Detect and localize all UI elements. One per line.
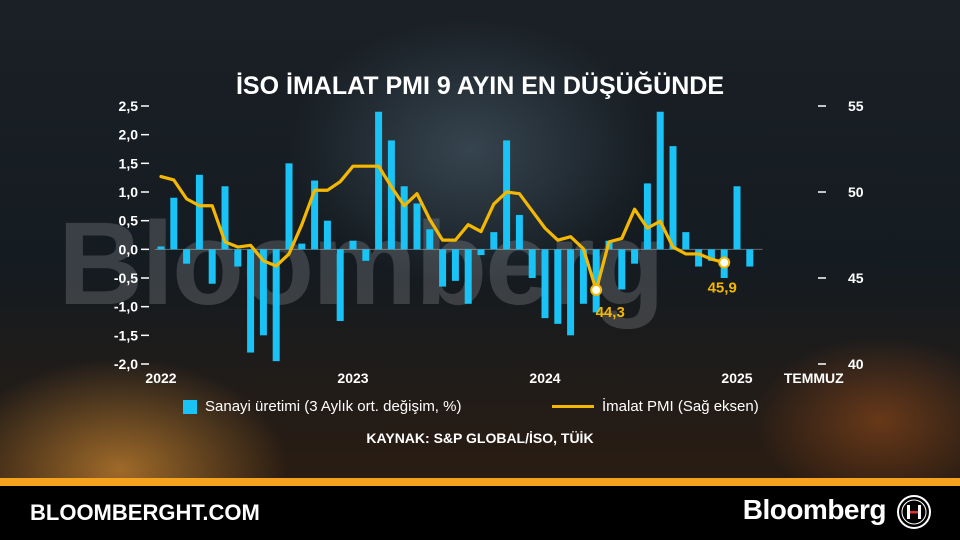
- bar-20: [413, 203, 421, 250]
- bar-7: [247, 249, 255, 353]
- bar-swatch-icon: [183, 399, 197, 414]
- bar-31: [554, 249, 562, 324]
- bar-3: [195, 174, 203, 250]
- bar-40: [669, 146, 677, 250]
- x-axis-tick-label: 2025: [721, 370, 752, 386]
- left-axis-tick-label: 2,5: [119, 98, 139, 114]
- x-axis-tick-label: 2023: [337, 370, 368, 386]
- bar-42: [695, 249, 703, 267]
- annotation-point-1: [718, 256, 731, 269]
- bar-33: [579, 249, 587, 304]
- bar-41: [682, 232, 690, 250]
- annotation-point-0: [590, 284, 603, 297]
- bar-0: [157, 246, 165, 250]
- bar-22: [439, 249, 447, 287]
- legend-label-line: İmalat PMI (Sağ eksen): [602, 398, 759, 415]
- pmi-line: [159, 164, 726, 292]
- bar-17: [375, 111, 383, 250]
- bar-19: [400, 186, 408, 250]
- left-axis-tick-label: -0,5: [114, 270, 138, 286]
- bar-1: [170, 197, 178, 250]
- annotation-label-1: 45,9: [708, 280, 737, 297]
- bar-14: [336, 249, 344, 321]
- x-axis-tick-label: 2024: [529, 370, 560, 386]
- bar-38: [643, 183, 651, 250]
- bar-8: [259, 249, 267, 336]
- bar-24: [464, 249, 472, 304]
- bar-18: [387, 140, 395, 250]
- line-swatch-icon: [552, 405, 594, 408]
- bloomberg-watermark: Bloomberg: [58, 198, 665, 330]
- bar-15: [349, 240, 357, 250]
- chart-svg: 2,5 2,0 1,5 1,0 0,5 0,0 -0,5 -1,0 -1,5 -2,0 55 50 45…: [114, 98, 864, 386]
- bar-6: [234, 249, 242, 267]
- bar-30: [541, 249, 549, 319]
- left-axis-tick-label: 0,5: [119, 213, 139, 229]
- bar-26: [490, 232, 498, 250]
- left-axis-tick-label: -2,0: [114, 356, 138, 372]
- bar-13: [323, 220, 331, 250]
- right-axis-tick-label: 40: [848, 356, 864, 372]
- background-photo: [0, 0, 960, 478]
- bar-43: [707, 249, 715, 261]
- bar-5: [221, 186, 229, 250]
- bar-37: [631, 249, 639, 264]
- left-axis-tick-label: 1,5: [119, 155, 139, 171]
- footer-site-link[interactable]: BLOOMBERGHT.COM: [30, 500, 260, 525]
- x-axis-tick-label: TEMMUZ: [784, 370, 844, 386]
- annotation-label-0: 44,3: [596, 304, 625, 321]
- orange-band: [0, 478, 960, 486]
- bar-36: [618, 249, 626, 290]
- chart-title: İSO İMALAT PMI 9 AYIN EN DÜŞÜĞÜNDE: [235, 72, 724, 100]
- left-axis-tick-label: 1,0: [119, 184, 139, 200]
- bar-21: [426, 229, 434, 250]
- footer-brand-logo: Bloomberg: [742, 494, 887, 525]
- bar-39: [656, 111, 664, 250]
- footer-bar: BLOOMBERGHT.COM Bloomberg: [0, 486, 960, 540]
- bar-9: [272, 249, 280, 362]
- bar-46: [746, 249, 754, 267]
- bar-28: [515, 214, 523, 250]
- bar-2: [183, 249, 191, 264]
- left-axis-tick-label: 2,0: [119, 127, 139, 143]
- legend-item-bars: Sanayi üretimi (3 Aylık ort. değişim, %): [183, 398, 461, 415]
- bar-45: [733, 186, 741, 250]
- bar-27: [503, 140, 511, 250]
- left-axis-tick-label: 0,0: [119, 241, 139, 257]
- bar-11: [298, 243, 306, 250]
- left-axis-tick-label: -1,5: [114, 327, 138, 343]
- bar-25: [477, 249, 485, 256]
- bar-29: [528, 249, 536, 278]
- left-axis-tick-label: -1,0: [114, 299, 138, 315]
- bar-32: [567, 249, 575, 336]
- bar-4: [208, 249, 216, 284]
- legend-label-bars: Sanayi üretimi (3 Aylık ort. değişim, %): [205, 398, 462, 415]
- right-axis-tick-label: 55: [848, 98, 864, 114]
- x-axis-tick-label: 2022: [145, 370, 176, 386]
- bar-23: [451, 249, 459, 281]
- right-axis-tick-label: 50: [848, 184, 864, 200]
- bar-34: [592, 249, 600, 313]
- right-axis-tick-label: 45: [848, 270, 864, 286]
- source-note: KAYNAK: S&P GLOBAL/İSO, TÜİK: [366, 430, 594, 446]
- bloomberg-ht-logo-icon: [897, 495, 931, 529]
- bar-10: [285, 163, 293, 250]
- bar-16: [362, 249, 370, 261]
- bar-12: [311, 180, 319, 250]
- legend-item-line: İmalat PMI (Sağ eksen): [552, 398, 759, 415]
